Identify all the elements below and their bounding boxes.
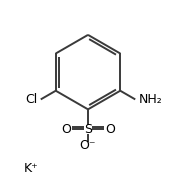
Text: NH₂: NH₂ (138, 93, 162, 106)
Text: K⁺: K⁺ (23, 162, 38, 175)
Text: Cl: Cl (25, 93, 38, 106)
Text: O⁻: O⁻ (80, 139, 96, 152)
Text: O: O (105, 123, 115, 136)
Text: O: O (61, 123, 71, 136)
Text: S: S (84, 123, 92, 136)
